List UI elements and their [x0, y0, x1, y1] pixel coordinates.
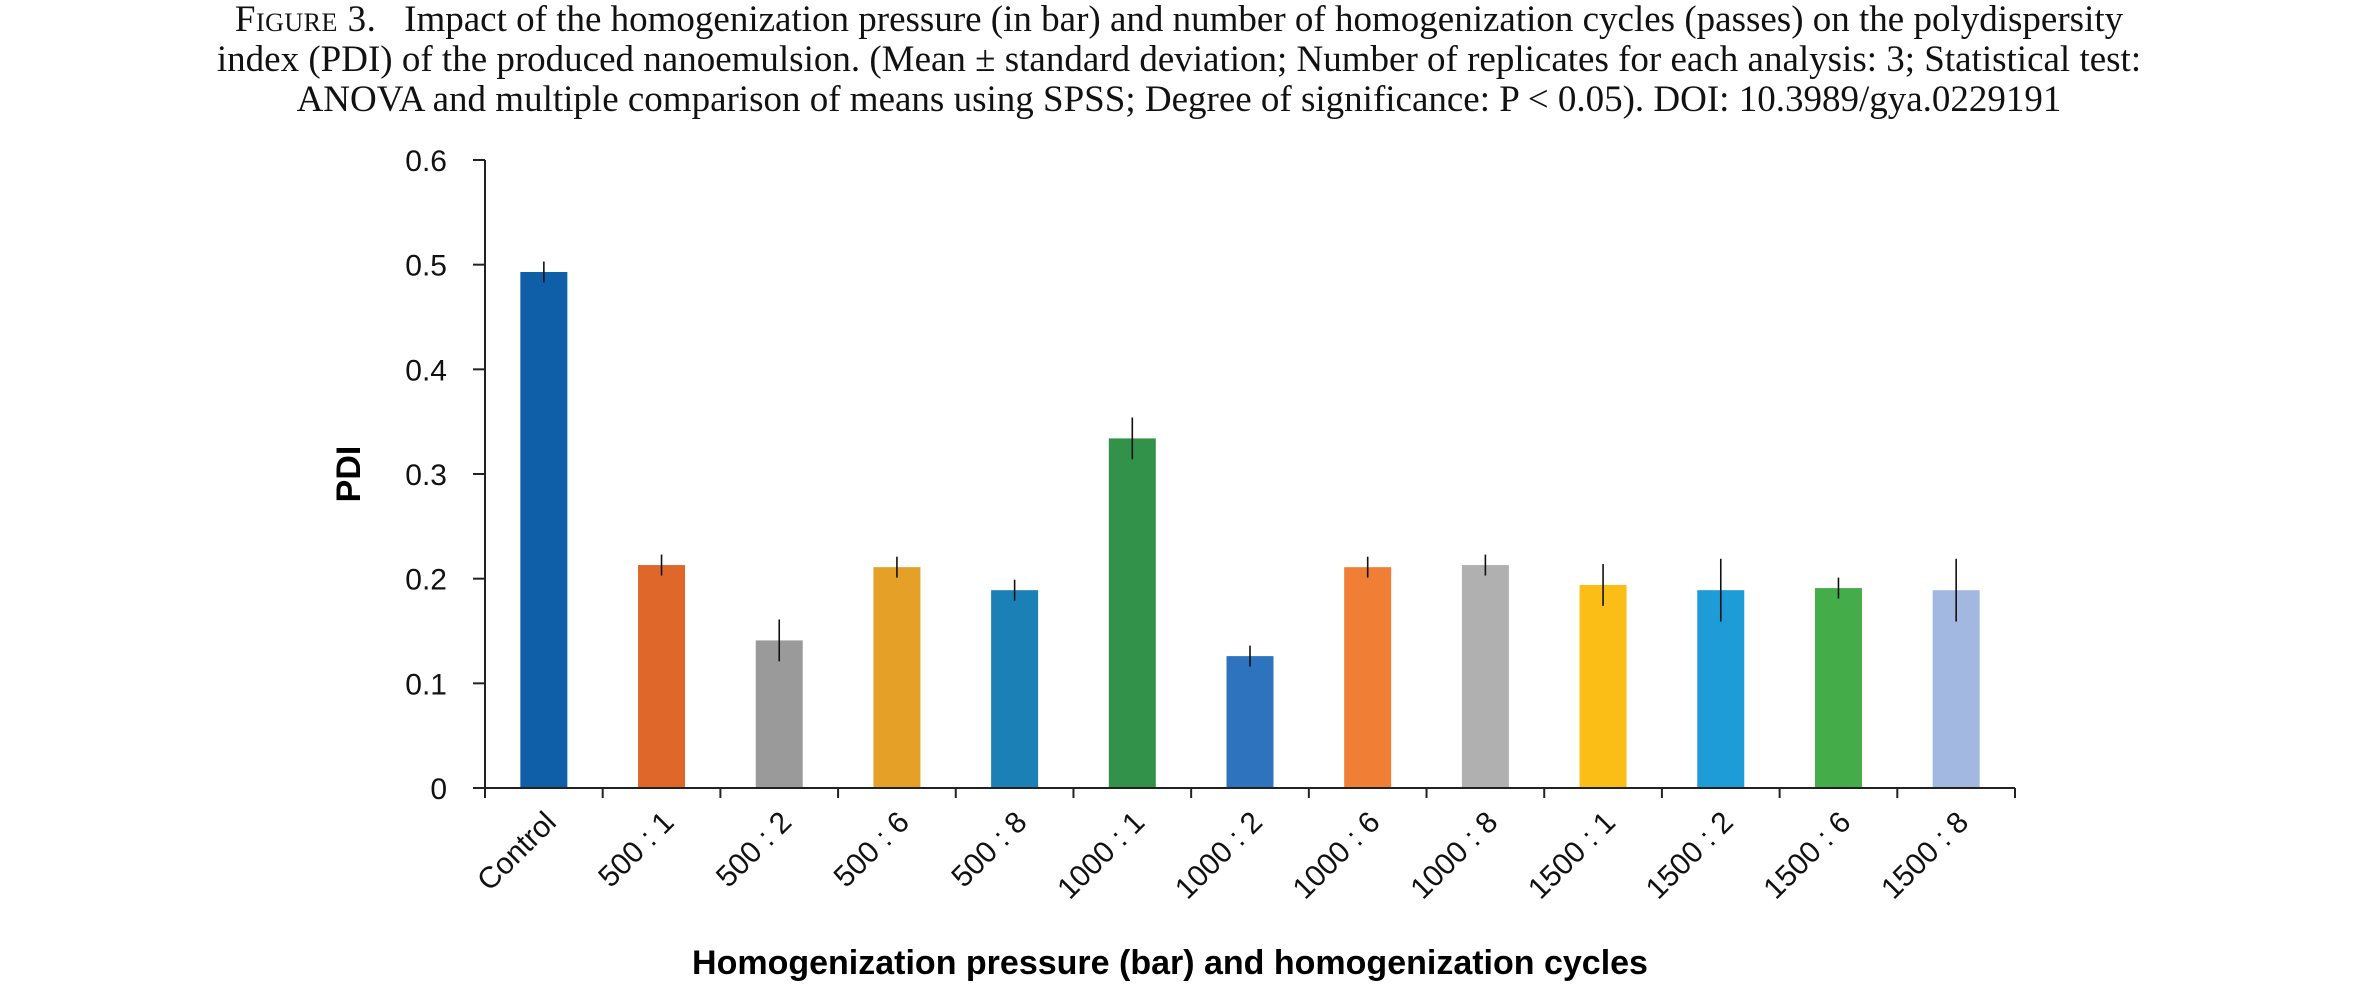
- x-tick-label-6: 1000 : 2: [1169, 806, 1269, 906]
- caption-line-1: Figure 3. Impact of the homogenization p…: [0, 0, 2358, 40]
- x-axis-title: Homogenization pressure (bar) and homoge…: [692, 944, 1648, 982]
- y-tick-label-6: 0.6: [405, 145, 447, 178]
- error-bars-group: [543, 261, 1957, 667]
- bar-2: [755, 640, 803, 788]
- caption-text-1: Impact of the homogenization pressure (i…: [404, 0, 2124, 40]
- bar-8: [1461, 565, 1509, 788]
- axes-group: [473, 159, 2016, 798]
- x-tick-label-1: 500 : 1: [592, 806, 680, 894]
- y-tick-label-1: 0.1: [405, 668, 447, 701]
- x-tick-label-11: 1500 : 6: [1757, 806, 1857, 906]
- bar-0: [520, 271, 568, 788]
- bar-6: [1226, 656, 1274, 788]
- x-tick-label-2: 500 : 2: [710, 806, 798, 894]
- x-tick-label-7: 1000 : 6: [1287, 806, 1387, 906]
- bar-3: [873, 567, 921, 788]
- x-tick-label-0: Control: [471, 806, 563, 898]
- y-tick-labels: 0 0.1 0.2 0.3 0.4 0.5 0.6: [405, 145, 447, 806]
- y-tick-label-5: 0.5: [405, 250, 447, 283]
- x-tick-label-4: 500 : 8: [945, 806, 1033, 894]
- x-tick-label-12: 1500 : 8: [1875, 806, 1975, 906]
- bar-5: [1108, 438, 1156, 788]
- bar-9: [1579, 584, 1627, 788]
- x-tick-label-10: 1500 : 2: [1640, 806, 1740, 906]
- y-tick-label-4: 0.4: [405, 354, 447, 387]
- figure-caption: Figure 3. Impact of the homogenization p…: [0, 0, 2358, 120]
- caption-line-3: ANOVA and multiple comparison of means u…: [296, 79, 2062, 120]
- x-tick-labels: Control 500 : 1 500 : 2 500 : 6 500 : 8 1000 …: [471, 806, 1975, 906]
- caption-line-2: index (PDI) of the produced nanoemulsion…: [216, 39, 2142, 80]
- bar-1: [638, 565, 686, 788]
- bar-10: [1697, 590, 1745, 788]
- bar-4: [991, 590, 1039, 788]
- bar-11: [1814, 588, 1862, 788]
- x-tick-label-3: 500 : 6: [828, 806, 916, 894]
- bar-7: [1344, 567, 1392, 788]
- y-tick-label-0: 0: [430, 773, 447, 806]
- y-axis-title: PDI: [330, 446, 368, 503]
- y-tick-label-2: 0.2: [405, 564, 447, 597]
- bars-group: [520, 271, 1980, 788]
- x-tick-label-9: 1500 : 1: [1522, 806, 1622, 906]
- y-tick-label-3: 0.3: [405, 459, 447, 492]
- bar-12: [1932, 590, 1980, 788]
- x-tick-label-8: 1000 : 8: [1404, 806, 1504, 906]
- x-tick-label-5: 1000 : 1: [1051, 806, 1151, 906]
- figure-label: Figure 3.: [234, 0, 377, 40]
